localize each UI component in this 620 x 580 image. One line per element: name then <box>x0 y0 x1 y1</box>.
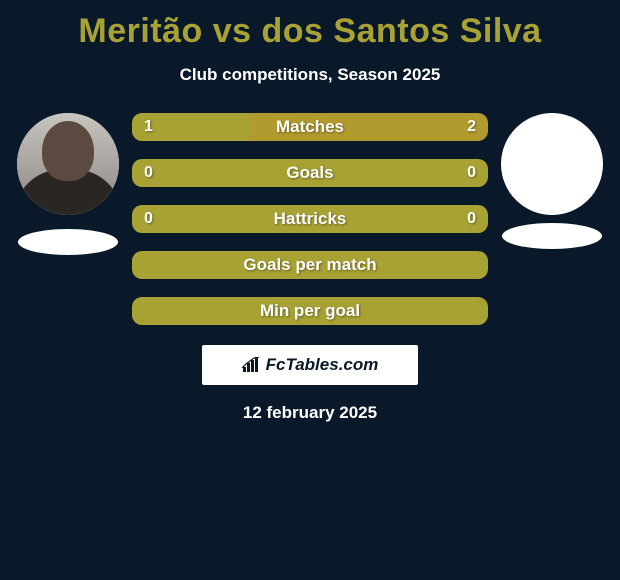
stat-row-hattricks: 0 Hattricks 0 <box>132 205 488 233</box>
stat-label: Hattricks <box>274 209 347 229</box>
stat-row-min-per-goal: Min per goal <box>132 297 488 325</box>
player-right-avatar <box>501 113 603 215</box>
stat-value-left: 1 <box>144 118 153 136</box>
player-left-avatar <box>17 113 119 215</box>
stat-value-right: 0 <box>467 164 476 182</box>
stat-label: Min per goal <box>260 301 360 321</box>
stat-value-right: 0 <box>467 210 476 228</box>
stat-row-goals: 0 Goals 0 <box>132 159 488 187</box>
comparison-content: 1 Matches 2 0 Goals 0 0 Hattricks 0 Goal… <box>0 113 620 325</box>
player-right-flag <box>502 223 602 249</box>
stat-row-goals-per-match: Goals per match <box>132 251 488 279</box>
stat-value-left: 0 <box>144 164 153 182</box>
fctables-logo-text: FcTables.com <box>266 355 379 375</box>
stat-label: Goals <box>286 163 333 183</box>
stat-label: Goals per match <box>243 255 376 275</box>
stat-row-matches: 1 Matches 2 <box>132 113 488 141</box>
player-left-photo <box>17 113 119 215</box>
stat-value-right: 2 <box>467 118 476 136</box>
bar-chart-icon <box>242 357 262 373</box>
player-right-column <box>492 113 612 325</box>
fctables-logo: FcTables.com <box>202 345 418 385</box>
comparison-date: 12 february 2025 <box>0 403 620 423</box>
player-left-flag <box>18 229 118 255</box>
stat-label: Matches <box>276 117 344 137</box>
comparison-subtitle: Club competitions, Season 2025 <box>0 65 620 85</box>
stat-value-left: 0 <box>144 210 153 228</box>
stats-bars: 1 Matches 2 0 Goals 0 0 Hattricks 0 Goal… <box>128 113 492 325</box>
player-left-column <box>8 113 128 325</box>
comparison-title: Meritão vs dos Santos Silva <box>0 0 620 51</box>
